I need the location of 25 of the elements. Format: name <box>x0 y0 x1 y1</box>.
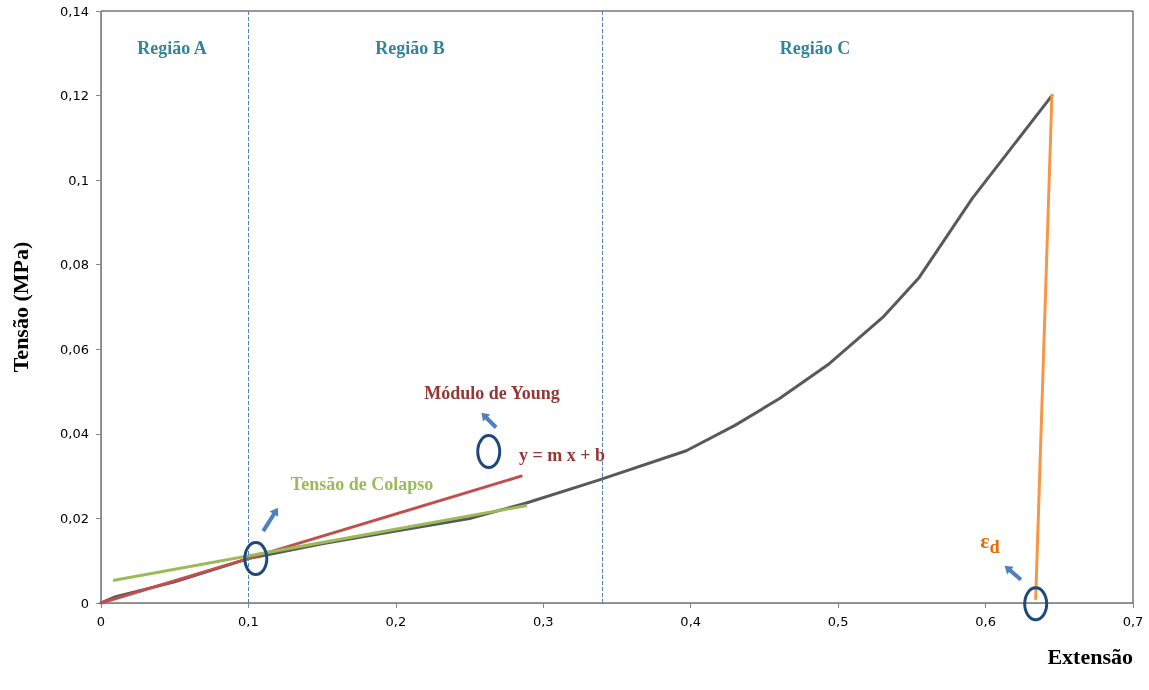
y-tick-label: 0,12 <box>60 88 89 104</box>
x-tick-label: 0,3 <box>532 614 554 629</box>
annotation: Região B <box>375 37 445 59</box>
annotation: Região C <box>779 37 851 59</box>
annotation: Região A <box>137 37 207 59</box>
y-tick-label: 0,08 <box>60 257 89 273</box>
annotation: Tensão de Colapso <box>290 473 434 495</box>
y-tick-label: 0,14 <box>60 3 89 19</box>
x-tick-label: 0,2 <box>385 614 407 629</box>
annotation: Módulo de Young <box>424 382 560 404</box>
y-tick-label: 0,1 <box>68 172 89 188</box>
annotation: y = m x + b <box>518 444 606 466</box>
y-tick-label: 0,06 <box>60 341 89 357</box>
x-tick-label: 0 <box>96 614 106 629</box>
x-axis-title: Extensão <box>1047 643 1133 669</box>
y-tick-label: 0,02 <box>60 510 89 526</box>
y-tick-label: 0,04 <box>60 426 89 442</box>
y-tick-label: 0 <box>80 595 89 611</box>
x-tick-label: 0,4 <box>680 614 702 629</box>
y-axis-title: Tensão (MPa) <box>7 241 33 373</box>
x-tick-label: 0,6 <box>975 614 996 629</box>
x-tick-label: 0,5 <box>827 614 849 629</box>
x-tick-label: 0,7 <box>1122 614 1144 629</box>
x-tick-label: 0,1 <box>238 614 259 629</box>
annotation: ε$_{d}$ <box>980 527 1000 559</box>
